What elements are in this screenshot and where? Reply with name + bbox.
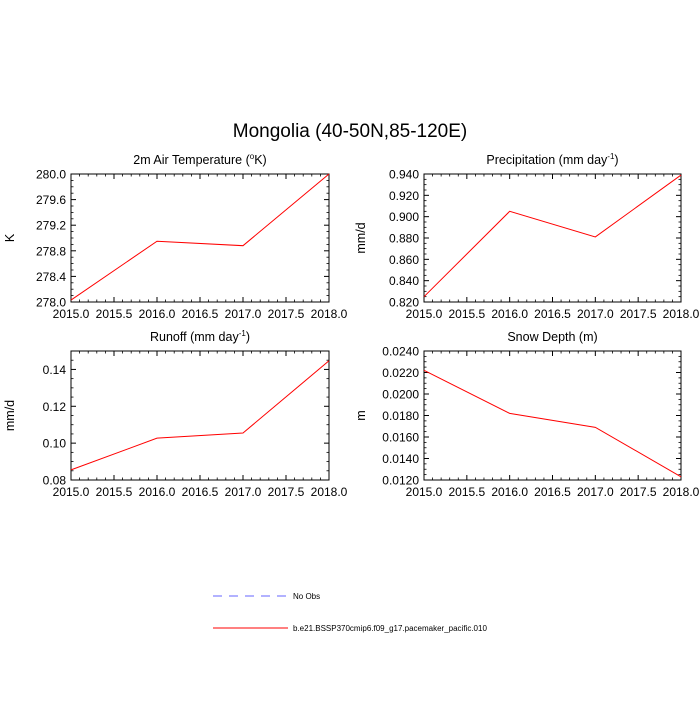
y-tick-label: 278.8 bbox=[36, 244, 66, 258]
x-tick-label: 2015.0 bbox=[53, 485, 90, 499]
x-tick-label: 2016.0 bbox=[491, 485, 528, 499]
legend-label-no-obs: No Obs bbox=[293, 592, 320, 601]
x-tick-label: 2017.0 bbox=[577, 307, 614, 321]
x-tick-label: 2016.0 bbox=[139, 307, 176, 321]
x-tick-label: 2015.5 bbox=[96, 485, 133, 499]
x-tick-label: 2016.5 bbox=[182, 307, 219, 321]
x-tick-label: 2016.5 bbox=[182, 485, 219, 499]
x-tick-label: 2016.5 bbox=[534, 307, 571, 321]
y-tick-label: 0.860 bbox=[389, 253, 419, 267]
panel-1: 2015.0 2015.5 2016.0 2016.5 2017.0 2017.5 2018… bbox=[3, 152, 348, 321]
x-tick-label: 2017.5 bbox=[620, 307, 657, 321]
x-tick-label: 2018.0 bbox=[311, 307, 348, 321]
x-tick-label: 2017.5 bbox=[620, 485, 657, 499]
y-axis-label: mm/d bbox=[354, 222, 368, 253]
y-tick-label: 0.0200 bbox=[382, 388, 419, 402]
panel-title: Snow Depth (m) bbox=[507, 330, 597, 344]
plot-frame bbox=[70, 350, 330, 481]
panel-title: Runoff (mm day-1) bbox=[150, 329, 250, 344]
x-tick-label: 2016.0 bbox=[139, 485, 176, 499]
x-tick-label: 2015.0 bbox=[406, 485, 443, 499]
x-tick-label: 2015.5 bbox=[448, 485, 485, 499]
legend-label-model: b.e21.BSSP370cmip6.f09_g17.pacemaker_pac… bbox=[293, 624, 487, 633]
x-tick-label: 2015.5 bbox=[448, 307, 485, 321]
x-tick-label: 2017.0 bbox=[577, 485, 614, 499]
y-tick-label: 0.900 bbox=[389, 210, 419, 224]
x-tick-label: 2017.5 bbox=[268, 485, 305, 499]
x-tick-label: 2015.0 bbox=[406, 307, 443, 321]
y-tick-label: 0.08 bbox=[43, 474, 67, 488]
chart-panels: 2015.0 2015.5 2016.0 2016.5 2017.0 2017.5 2018… bbox=[3, 152, 700, 499]
series-line-1 bbox=[70, 360, 330, 471]
series-line-1 bbox=[423, 174, 682, 298]
x-tick-label: 2018.0 bbox=[663, 485, 700, 499]
y-tick-label: 280.0 bbox=[36, 168, 66, 182]
x-tick-label: 2015.5 bbox=[96, 307, 133, 321]
x-tick-label: 2015.0 bbox=[53, 307, 90, 321]
panel-2: 2015.0 2015.5 2016.0 2016.5 2017.0 2017.5 2018… bbox=[354, 152, 700, 321]
legend: No Obs b.e21.BSSP370cmip6.f09_g17.pacema… bbox=[213, 592, 487, 633]
x-tick-label: 2016.5 bbox=[534, 485, 571, 499]
plot-frame bbox=[423, 350, 682, 481]
y-tick-label: 0.0240 bbox=[382, 345, 419, 359]
y-tick-label: 0.0120 bbox=[382, 474, 419, 488]
y-tick-label: 0.0140 bbox=[382, 452, 419, 466]
panel-4: 2015.0 2015.5 2016.0 2016.5 2017.0 2017.5 2018… bbox=[354, 330, 700, 499]
plot-frame bbox=[70, 173, 330, 303]
main-title: Mongolia (40-50N,85-120E) bbox=[233, 121, 467, 142]
y-axis-label: m bbox=[354, 410, 368, 420]
y-tick-label: 0.0160 bbox=[382, 431, 419, 445]
panel-title: Precipitation (mm day-1) bbox=[486, 152, 618, 167]
y-tick-label: 0.920 bbox=[389, 189, 419, 203]
y-tick-label: 0.12 bbox=[43, 400, 67, 414]
y-tick-label: 278.0 bbox=[36, 296, 66, 310]
y-tick-label: 278.4 bbox=[36, 270, 66, 284]
series-line-1 bbox=[423, 369, 682, 478]
x-tick-label: 2017.5 bbox=[268, 307, 305, 321]
panel-3: 2015.0 2015.5 2016.0 2016.5 2017.0 2017.5 2018… bbox=[3, 329, 348, 499]
y-axis-label: mm/d bbox=[3, 400, 17, 431]
x-tick-label: 2018.0 bbox=[311, 485, 348, 499]
y-tick-label: 279.6 bbox=[36, 193, 66, 207]
y-tick-label: 0.840 bbox=[389, 274, 419, 288]
x-tick-label: 2018.0 bbox=[663, 307, 700, 321]
y-axis-label: K bbox=[3, 233, 17, 242]
series-line-1 bbox=[70, 173, 330, 301]
panel-title: 2m Air Temperature (oK) bbox=[133, 152, 266, 167]
y-tick-label: 0.880 bbox=[389, 232, 419, 246]
y-tick-label: 0.820 bbox=[389, 296, 419, 310]
y-tick-label: 0.0180 bbox=[382, 409, 419, 423]
y-tick-label: 0.0220 bbox=[382, 366, 419, 380]
y-tick-label: 0.940 bbox=[389, 168, 419, 182]
y-tick-label: 0.14 bbox=[43, 363, 67, 377]
x-tick-label: 2016.0 bbox=[491, 307, 528, 321]
x-tick-label: 2017.0 bbox=[225, 307, 262, 321]
x-tick-label: 2017.0 bbox=[225, 485, 262, 499]
y-tick-label: 279.2 bbox=[36, 219, 66, 233]
y-tick-label: 0.10 bbox=[43, 437, 67, 451]
plot-frame bbox=[423, 173, 682, 303]
